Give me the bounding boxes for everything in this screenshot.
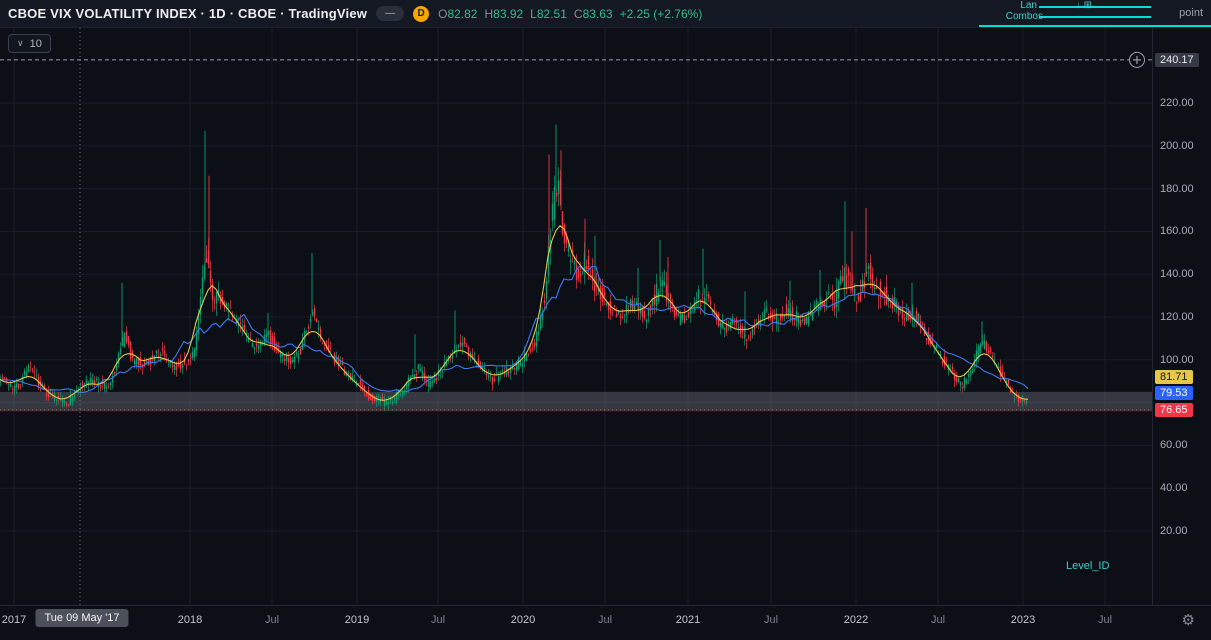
open-value: 82.82 [447, 7, 477, 21]
series-price-label[interactable]: 79.53 [1155, 386, 1193, 400]
price-tick-label: 60.00 [1160, 439, 1188, 451]
price-chart-canvas[interactable] [0, 28, 1152, 605]
price-tick-label: 120.00 [1160, 311, 1194, 323]
time-tick-label: 2022 [844, 614, 868, 626]
time-tick-label: Jul [598, 614, 612, 626]
time-tick-label: Jul [431, 614, 445, 626]
time-tick-label: Jul [265, 614, 279, 626]
time-tick-label: Jul [1098, 614, 1112, 626]
indicator-dropdown-value: 10 [30, 38, 42, 50]
time-tick-label: 2018 [178, 614, 202, 626]
close-label: C [574, 7, 583, 21]
low-value: 82.51 [537, 7, 567, 21]
series-price-label[interactable]: 81.71 [1155, 370, 1193, 384]
price-tick-label: 40.00 [1160, 482, 1188, 494]
glitch-overlay: Lan ↓⊞ Combos [975, 0, 1165, 28]
price-tick-label: 100.00 [1160, 354, 1194, 366]
reference-price-label[interactable]: 240.17 [1155, 53, 1199, 67]
price-tick-label: 20.00 [1160, 525, 1188, 537]
price-axis[interactable]: 220.00 200.00 180.00 160.00 140.00 120.00 100.… [1152, 28, 1211, 605]
crosshair-date-label: Tue 09 May '17 [35, 609, 128, 627]
axis-unit-label: point [1179, 7, 1203, 19]
legend-collapse-button[interactable]: — [376, 6, 404, 21]
price-tick-label: 160.00 [1160, 225, 1194, 237]
close-value: 83.63 [583, 7, 613, 21]
time-tick-label: 2019 [345, 614, 369, 626]
settings-gear-icon[interactable]: ⚙ [1182, 613, 1195, 628]
glitch-icons: ↓⊞ [1076, 0, 1095, 11]
chart-pane[interactable]: ∨ 10 Level_ID [0, 28, 1152, 605]
ohlc-readout: O82.82 H83.92 L82.51 C83.63 +2.25 (+2.76… [438, 7, 702, 21]
series-price-label[interactable]: 76.65 [1155, 403, 1193, 417]
price-tick-label: 140.00 [1160, 268, 1194, 280]
glitch-text: Lan [1020, 0, 1037, 11]
high-value: 83.92 [493, 7, 523, 21]
time-tick-label: 2017 [2, 614, 26, 626]
tradingview-app: CBOE VIX VOLATILITY INDEX · 1D · CBOE · … [0, 0, 1211, 640]
time-tick-label: 2023 [1011, 614, 1035, 626]
price-tick-label: 200.00 [1160, 140, 1194, 152]
interval-badge[interactable]: D [413, 6, 429, 22]
time-axis[interactable]: Tue 09 May '17 ⚙ 2017 2018 Jul 2019 Jul 2020 J… [0, 605, 1211, 640]
change-value: +2.25 (+2.76%) [620, 7, 703, 21]
time-tick-label: Jul [931, 614, 945, 626]
time-tick-label: 2021 [676, 614, 700, 626]
time-tick-label: 2020 [511, 614, 535, 626]
cyan-line [1039, 6, 1151, 8]
low-label: L [530, 7, 537, 21]
price-tick-label: 220.00 [1160, 97, 1194, 109]
high-label: H [484, 7, 493, 21]
level-id-label: Level_ID [1066, 560, 1109, 572]
glitch-text: Combos [1006, 11, 1043, 22]
chart-header: CBOE VIX VOLATILITY INDEX · 1D · CBOE · … [0, 0, 1211, 28]
indicator-dropdown[interactable]: ∨ 10 [8, 34, 51, 53]
cyan-line [979, 25, 1211, 27]
cyan-line [1039, 16, 1151, 18]
symbol-title[interactable]: CBOE VIX VOLATILITY INDEX · 1D · CBOE · … [8, 6, 367, 21]
time-tick-label: Jul [764, 614, 778, 626]
chevron-down-icon: ∨ [17, 38, 24, 49]
price-tick-label: 180.00 [1160, 183, 1194, 195]
